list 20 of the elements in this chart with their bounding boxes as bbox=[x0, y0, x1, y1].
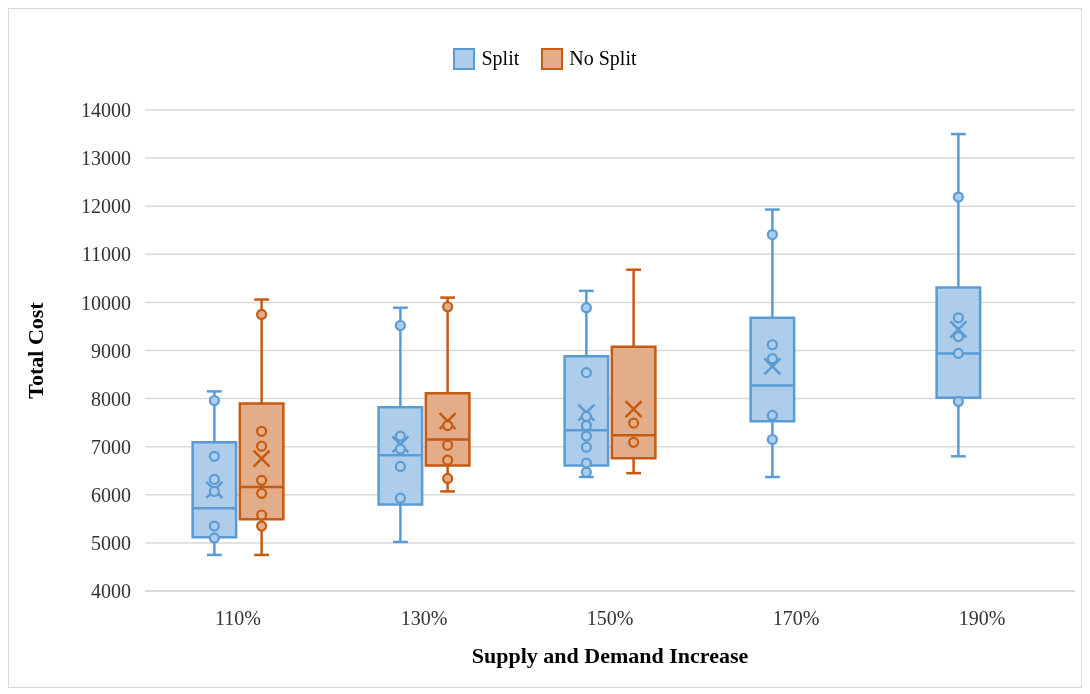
x-tick-label: 150% bbox=[586, 607, 634, 630]
x-tick-label: 110% bbox=[215, 607, 261, 630]
y-tick-label: 8000 bbox=[91, 387, 131, 410]
legend-label: Split bbox=[481, 47, 520, 70]
y-tick-label: 12000 bbox=[81, 195, 131, 218]
x-tick-label: 170% bbox=[772, 607, 820, 630]
x-tick-label: 190% bbox=[958, 607, 1006, 630]
y-tick-label: 13000 bbox=[81, 147, 131, 170]
legend-label: No Split bbox=[569, 47, 637, 70]
x-axis-title: Supply and Demand Increase bbox=[471, 643, 749, 668]
y-tick-label: 7000 bbox=[91, 435, 131, 458]
y-axis-title: Total Cost bbox=[22, 301, 48, 399]
y-tick-label: 4000 bbox=[91, 580, 131, 603]
x-tick-label: 130% bbox=[400, 607, 448, 630]
y-tick-label: 14000 bbox=[81, 99, 131, 122]
y-tick-label: 5000 bbox=[91, 532, 131, 554]
y-tick-label: 9000 bbox=[91, 339, 131, 362]
y-tick-label: 6000 bbox=[91, 483, 131, 506]
y-tick-label: 10000 bbox=[81, 291, 131, 314]
y-tick-label: 11000 bbox=[81, 243, 131, 266]
